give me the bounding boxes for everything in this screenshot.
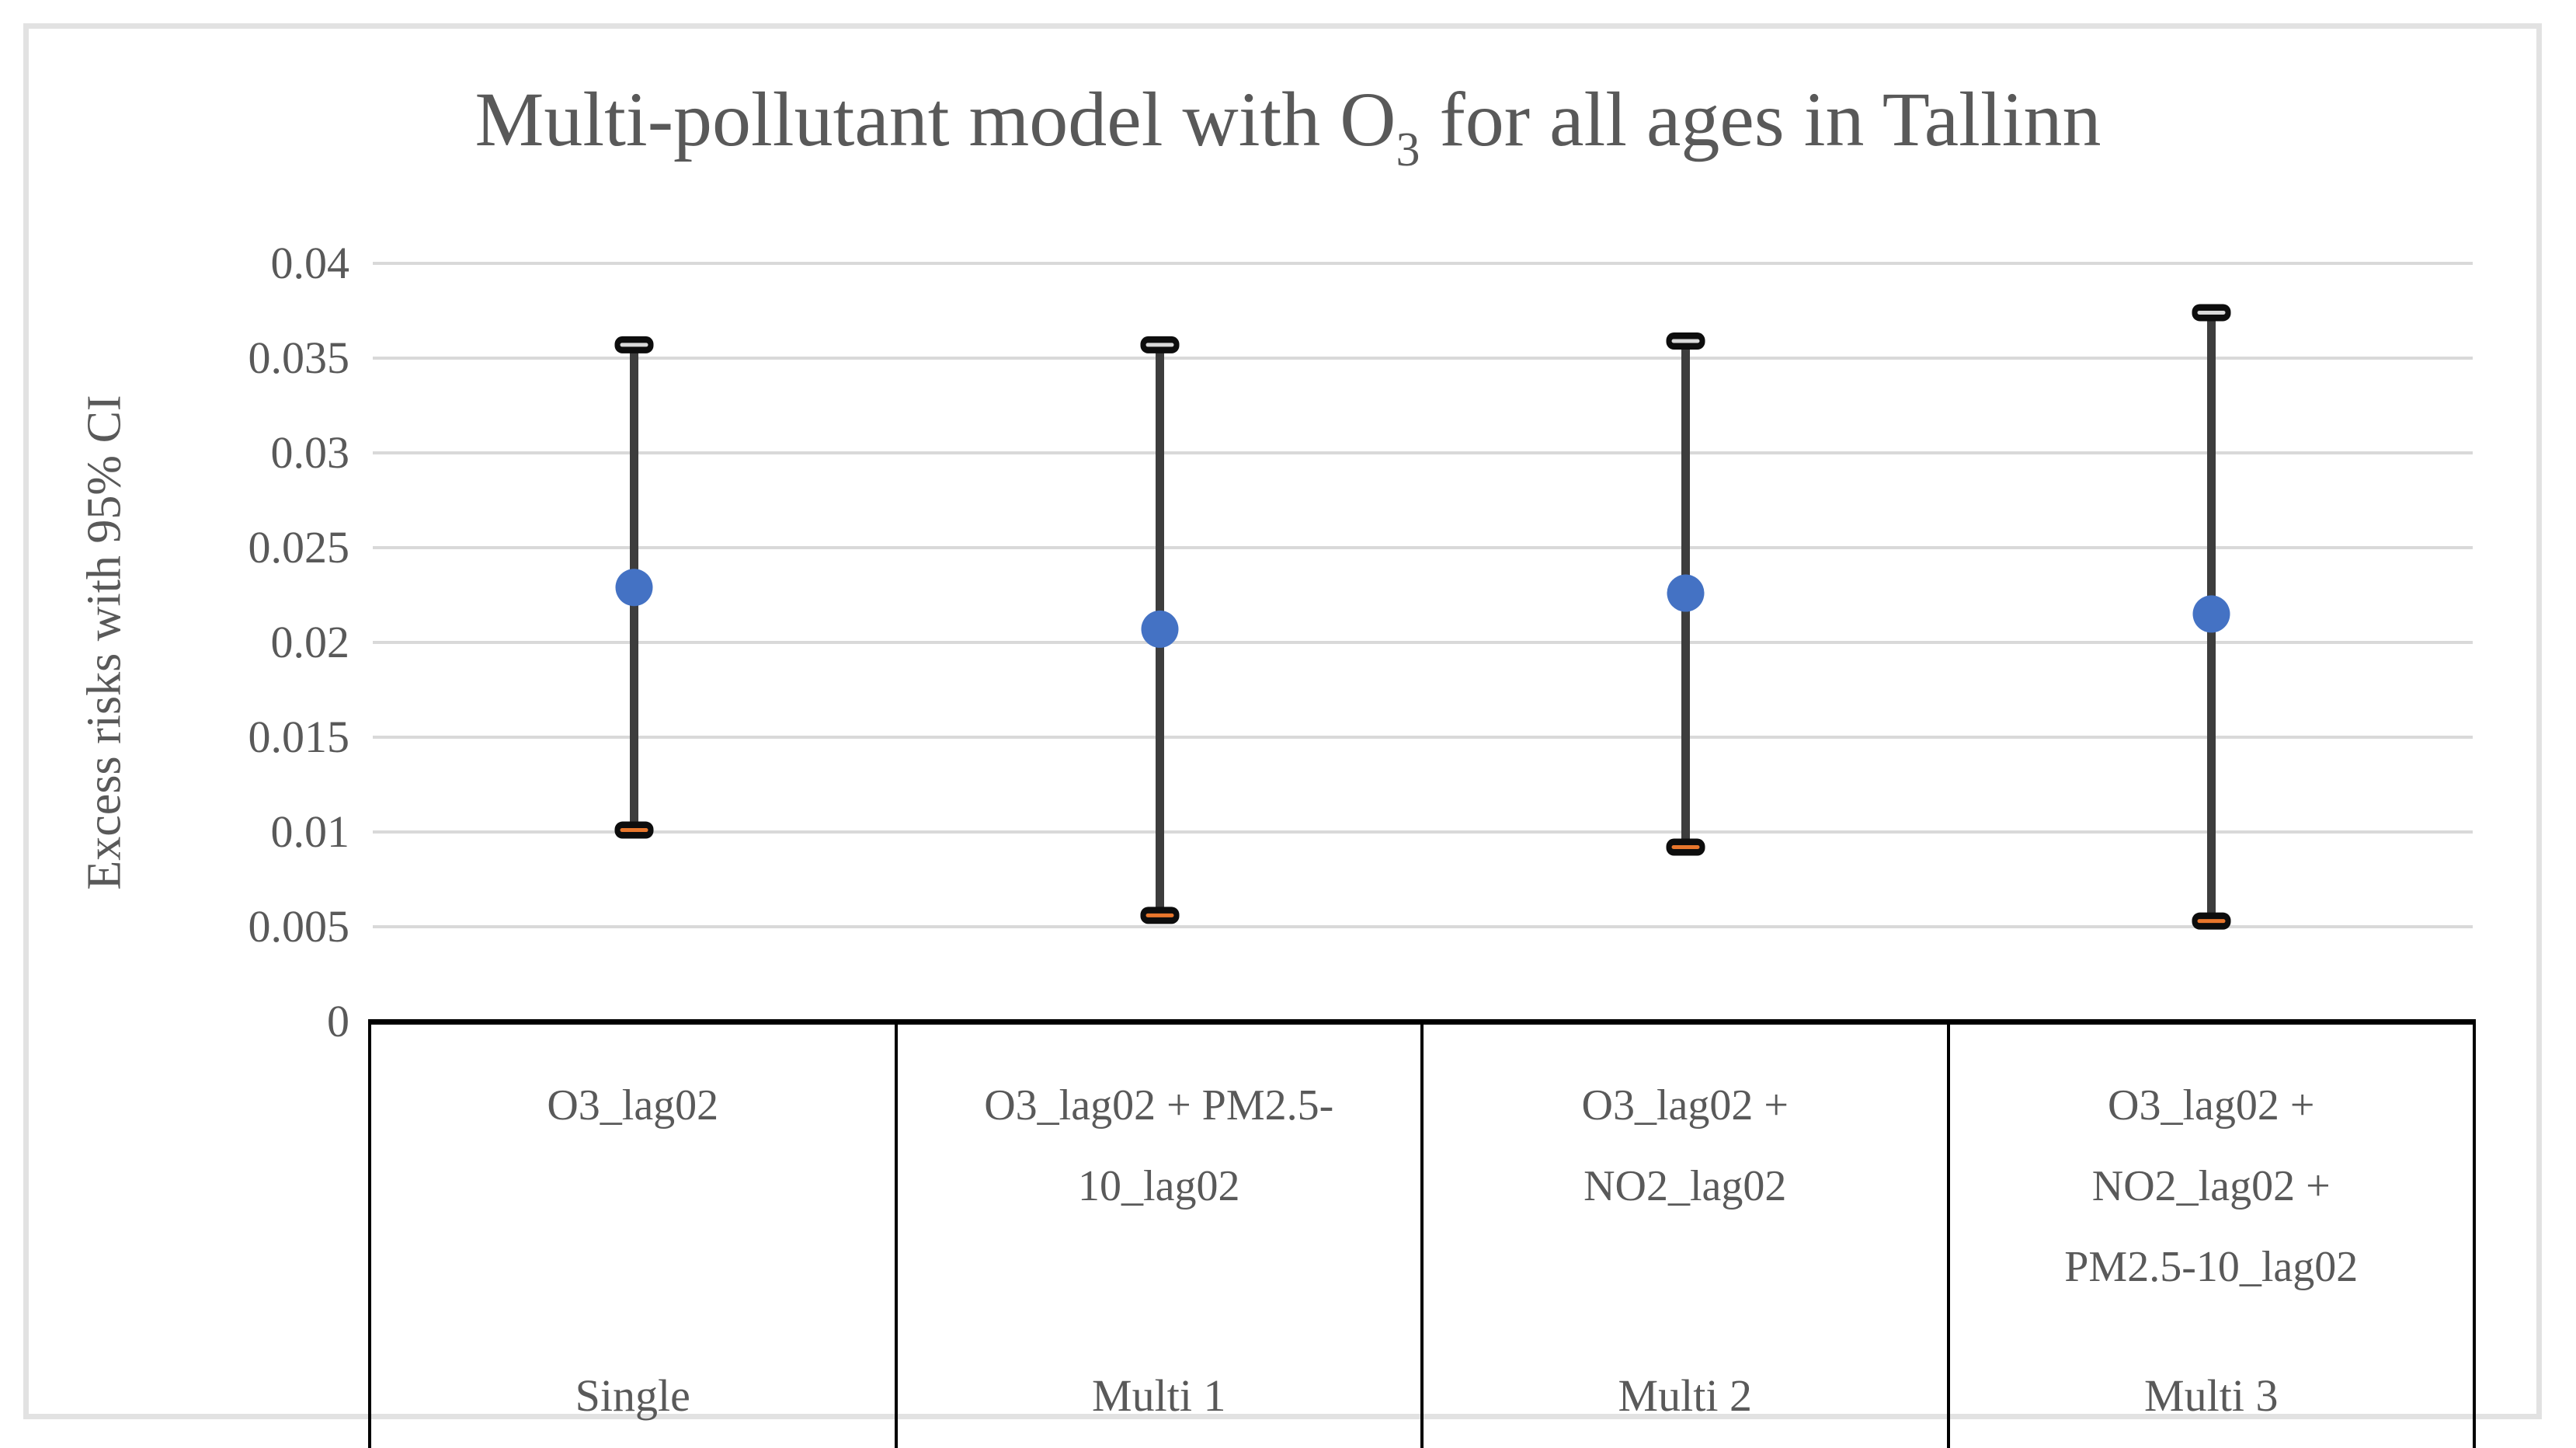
pollutant-combination-label: O3_lag02 + NO2_lag02 + PM2.5-10_lag02 [1950,1025,2473,1307]
y-tick-label: 0 [327,996,349,1046]
pollutant-label-line: O3_lag02 + [1581,1081,1789,1130]
error-bar-cap-bottom-inner-line [2197,919,2226,924]
category-cell: O3_lag02 + NO2_lag02 + PM2.5-10_lag02 Multi… [1950,1025,2476,1448]
error-bar-cap-bottom-inner-line [1671,845,1700,850]
category-cell: O3_lag02 Single [371,1025,898,1448]
model-name-label: Multi 2 [1618,1370,1752,1421]
chart-title: Multi-pollutant model with O3 for all ag… [0,75,2576,178]
chart-title-subscript: 3 [1396,124,1420,176]
category-cell: O3_lag02 + PM2.5- 10_lag02 Multi 1 [898,1025,1424,1448]
error-bar-cap-top-inner-line [1671,339,1700,343]
y-tick-label: 0.01 [270,806,350,857]
y-tick-label: 0.015 [248,712,350,762]
pollutant-combination-label: O3_lag02 [371,1025,895,1146]
pollutant-combination-label: O3_lag02 + NO2_lag02 [1424,1025,1947,1227]
category-data-table: O3_lag02 Single O3_lag02 + PM2.5- 10_lag02 M… [368,1019,2476,1448]
pollutant-label-line: PM2.5-10_lag02 [2064,1243,2359,1291]
error-bar-cap-top-inner-line [2197,310,2226,315]
data-point-marker [1141,610,1179,648]
pollutant-combination-label: O3_lag02 + PM2.5- 10_lag02 [898,1025,1421,1227]
y-tick-label: 0.025 [248,522,350,573]
model-name-label: Multi 1 [1092,1370,1226,1421]
pollutant-label-line: O3_lag02 [547,1081,719,1130]
pollutant-label-line: O3_lag02 + PM2.5- [984,1081,1334,1130]
y-tick-label: 0.04 [270,238,350,288]
category-cell: O3_lag02 + NO2_lag02 Multi 2 [1424,1025,1950,1448]
y-tick-label: 0.03 [270,427,350,478]
pollutant-label-line: NO2_lag02 + [2091,1162,2331,1210]
model-name-label: Multi 3 [2144,1370,2279,1421]
error-bar-cap-top-inner-line [620,343,648,347]
chart-title-text: Multi-pollutant model with O [475,76,1396,162]
error-bar-cap-bottom-inner-line [1145,913,1174,917]
error-bar-cap-bottom-inner-line [620,828,648,833]
model-name-label: Single [575,1370,690,1421]
pollutant-label-line: NO2_lag02 [1583,1162,1787,1210]
data-point-marker [1667,574,1705,612]
error-bar-cap-top-inner-line [1145,343,1174,347]
chart-title-suffix: for all ages in Tallinn [1420,76,2101,162]
pollutant-label-line: O3_lag02 + [2108,1081,2315,1130]
figure-border [23,23,2542,1419]
y-tick-label: 0.005 [248,901,350,952]
data-point-marker [615,569,653,607]
pollutant-label-line: 10_lag02 [1078,1162,1240,1210]
y-tick-label: 0.02 [270,617,350,667]
y-tick-label: 0.035 [248,332,350,383]
data-point-marker [2192,595,2230,633]
